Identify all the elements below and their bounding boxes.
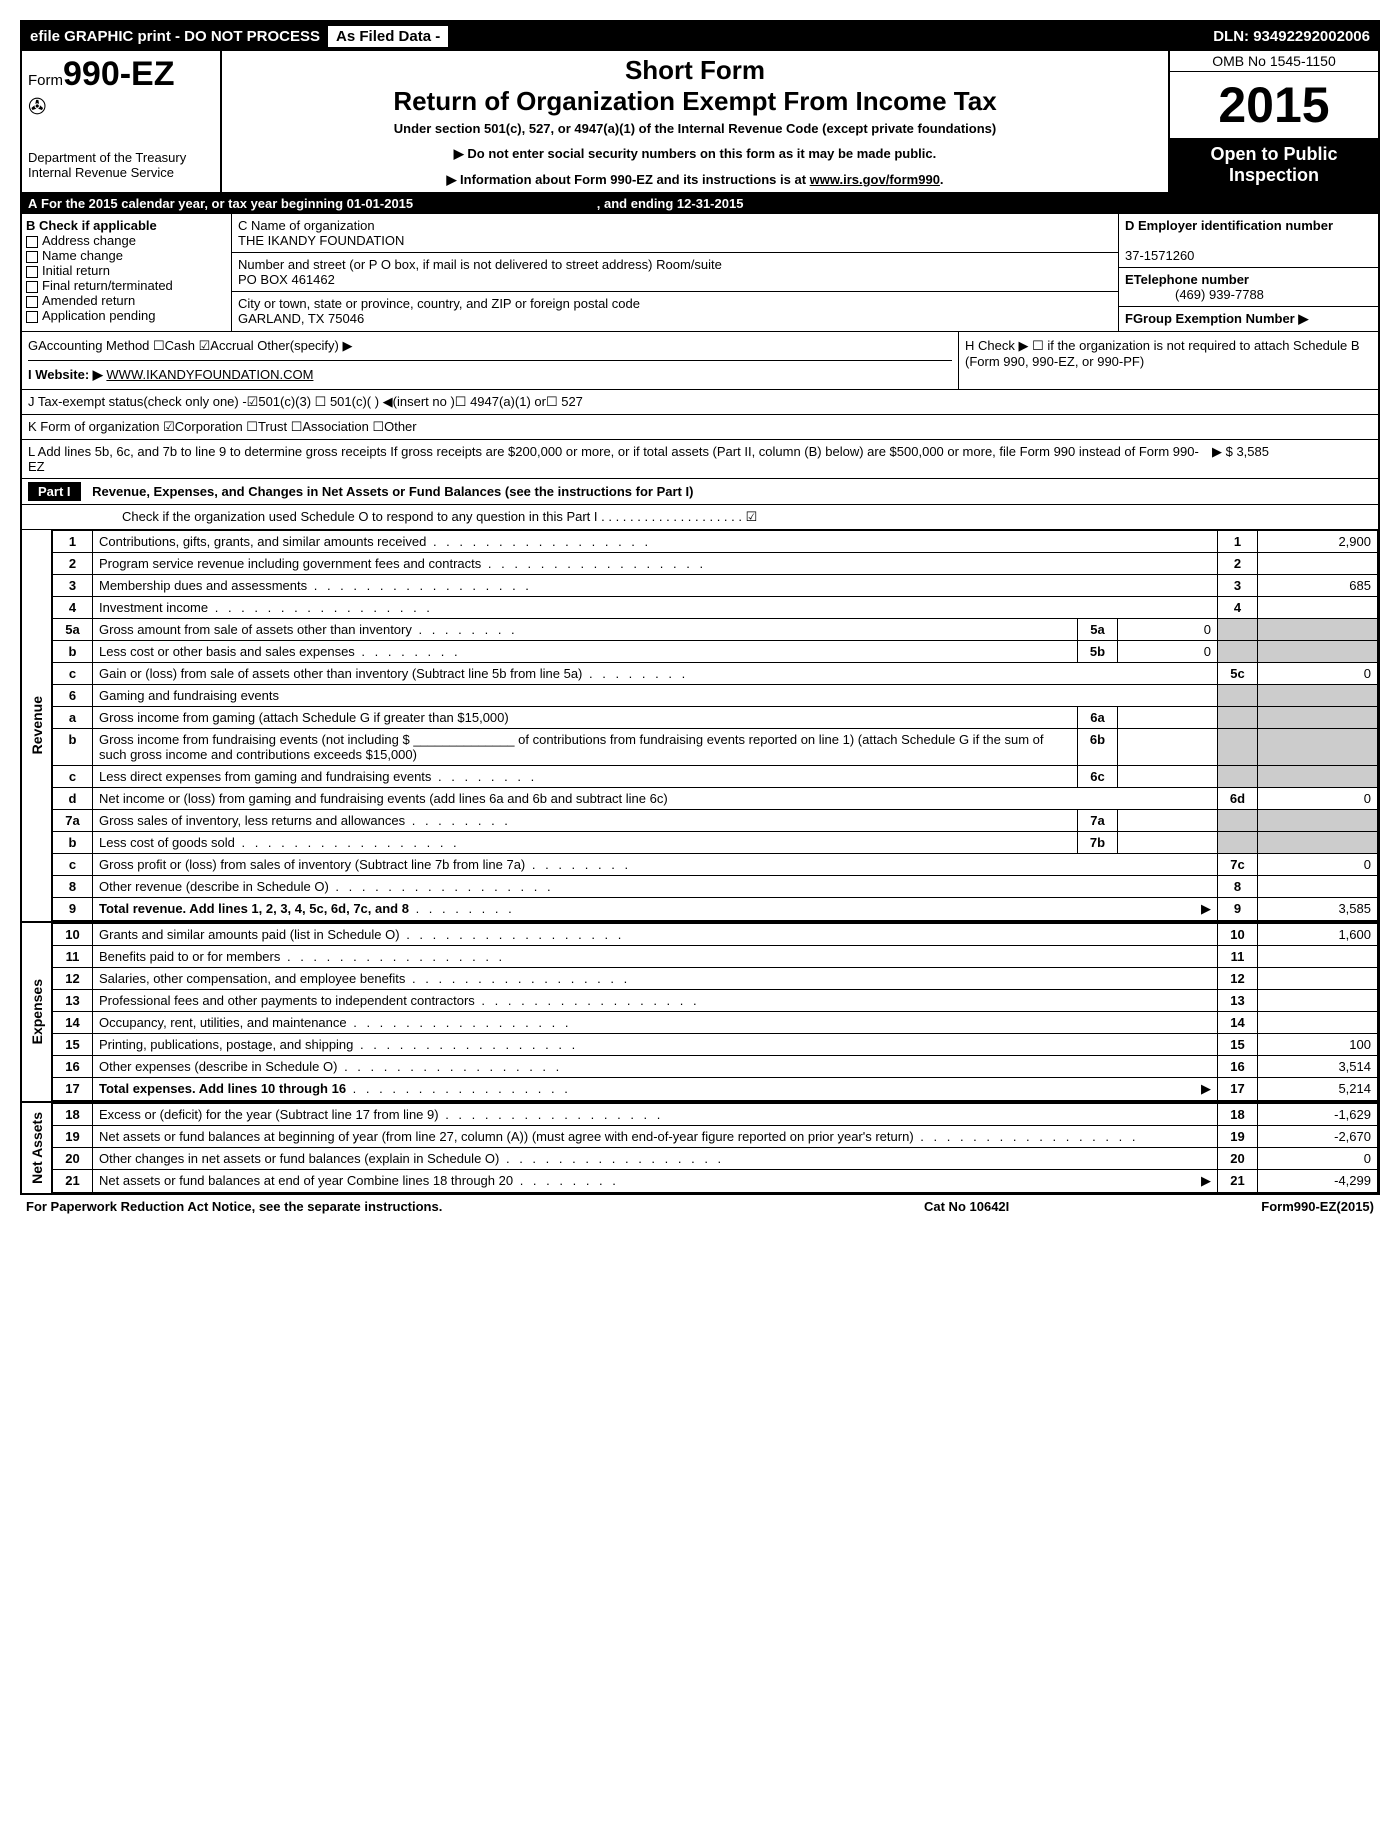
dln: DLN: 93492292002006	[1213, 28, 1370, 45]
phone: (469) 939-7788	[1175, 287, 1264, 302]
expenses-table: 10Grants and similar amounts paid (list …	[52, 923, 1378, 1101]
expenses-label: Expenses	[29, 979, 45, 1044]
row-l: L Add lines 5b, 6c, and 7b to line 9 to …	[22, 440, 1378, 479]
website-label: I Website: ▶	[28, 367, 103, 382]
chk-name[interactable]	[26, 251, 38, 263]
netassets-table: 18Excess or (deficit) for the year (Subt…	[52, 1103, 1378, 1193]
revenue-table: 1Contributions, gifts, grants, and simil…	[52, 530, 1378, 921]
row-k: K Form of organization ☑Corporation ☐Tru…	[22, 415, 1378, 440]
col-b: B Check if applicable Address change Nam…	[22, 214, 232, 331]
title-main: Return of Organization Exempt From Incom…	[226, 86, 1164, 117]
form-990ez: efile GRAPHIC print - DO NOT PROCESS As …	[20, 20, 1380, 1195]
revenue-label: Revenue	[29, 696, 45, 754]
b-item-4: Amended return	[42, 293, 135, 308]
e-label: ETelephone number	[1125, 272, 1249, 287]
title-short-form: Short Form	[226, 55, 1164, 86]
row-l-text: L Add lines 5b, 6c, and 7b to line 9 to …	[28, 444, 1212, 474]
chk-amended[interactable]	[26, 296, 38, 308]
chk-pending[interactable]	[26, 311, 38, 323]
row-a: A For the 2015 calendar year, or tax yea…	[22, 194, 1378, 214]
part1-label: Part I	[28, 482, 81, 501]
part1-header: Part I Revenue, Expenses, and Changes in…	[22, 479, 1378, 505]
form-number: 990-EZ	[63, 55, 175, 93]
note-ssn: ▶ Do not enter social security numbers o…	[226, 146, 1164, 162]
section-b-c-d-e-f: B Check if applicable Address change Nam…	[22, 214, 1378, 332]
b-item-0: Address change	[42, 233, 136, 248]
part1-check: Check if the organization used Schedule …	[22, 505, 1378, 530]
tax-year: 2015	[1170, 72, 1378, 138]
col-def: D Employer identification number 37-1571…	[1118, 214, 1378, 331]
footer-mid: Cat No 10642I	[924, 1199, 1174, 1214]
col-c: C Name of organization THE IKANDY FOUNDA…	[232, 214, 1118, 331]
irs-link[interactable]: www.irs.gov/form990	[810, 172, 940, 187]
b-item-3: Final return/terminated	[42, 278, 173, 293]
as-filed: As Filed Data -	[328, 26, 448, 47]
d-label: D Employer identification number	[1125, 218, 1333, 233]
chk-address[interactable]	[26, 236, 38, 248]
row-a-label: A	[28, 196, 37, 211]
row-l-val: ▶ $ 3,585	[1212, 444, 1372, 474]
subtitle: Under section 501(c), 527, or 4947(a)(1)…	[226, 121, 1164, 136]
open-public-2: Inspection	[1229, 165, 1319, 185]
website-val: WWW.IKANDYFOUNDATION.COM	[106, 367, 313, 382]
top-bar: efile GRAPHIC print - DO NOT PROCESS As …	[22, 22, 1378, 51]
row-g-h: GAccounting Method ☐Cash ☑Accrual Other(…	[22, 332, 1378, 390]
note-info: ▶ Information about Form 990-EZ and its …	[446, 172, 809, 187]
chk-final[interactable]	[26, 281, 38, 293]
accounting-method: GAccounting Method ☐Cash ☑Accrual Other(…	[28, 338, 952, 361]
netassets-section: Net Assets 18Excess or (deficit) for the…	[22, 1101, 1378, 1193]
b-item-1: Name change	[42, 248, 123, 263]
row-a-ending: , and ending 12-31-2015	[597, 196, 744, 211]
irs-label: Internal Revenue Service	[28, 165, 214, 180]
efile-notice: efile GRAPHIC print - DO NOT PROCESS	[30, 28, 320, 45]
row-h: H Check ▶ ☐ if the organization is not r…	[958, 332, 1378, 389]
street-label: Number and street (or P O box, if mail i…	[238, 257, 722, 272]
footer-right: Form990-EZ(2015)	[1174, 1199, 1374, 1214]
revenue-section: Revenue 1Contributions, gifts, grants, a…	[22, 530, 1378, 921]
part1-title: Revenue, Expenses, and Changes in Net As…	[92, 484, 693, 499]
ein: 37-1571260	[1125, 248, 1194, 263]
row-j: J Tax-exempt status(check only one) -☑50…	[22, 390, 1378, 415]
header-left: Form990-EZ ✇ Department of the Treasury …	[22, 51, 222, 192]
open-public-1: Open to Public	[1210, 144, 1337, 164]
omb-number: OMB No 1545-1150	[1170, 51, 1378, 72]
b-item-5: Application pending	[42, 308, 155, 323]
footer-left: For Paperwork Reduction Act Notice, see …	[26, 1199, 924, 1214]
org-name: THE IKANDY FOUNDATION	[238, 233, 404, 248]
netassets-label: Net Assets	[29, 1112, 45, 1184]
header: Form990-EZ ✇ Department of the Treasury …	[22, 51, 1378, 194]
header-right: OMB No 1545-1150 2015 Open to Public Ins…	[1168, 51, 1378, 192]
city-val: GARLAND, TX 75046	[238, 311, 364, 326]
chk-initial[interactable]	[26, 266, 38, 278]
f-label: FGroup Exemption Number ▶	[1125, 311, 1308, 326]
b-item-2: Initial return	[42, 263, 110, 278]
dept-label: Department of the Treasury	[28, 150, 214, 165]
c-label: C Name of organization	[238, 218, 375, 233]
b-label: B Check if applicable	[26, 218, 157, 233]
expenses-section: Expenses 10Grants and similar amounts pa…	[22, 921, 1378, 1101]
header-center: Short Form Return of Organization Exempt…	[222, 51, 1168, 192]
form-prefix: Form	[28, 72, 63, 89]
city-label: City or town, state or province, country…	[238, 296, 640, 311]
footer: For Paperwork Reduction Act Notice, see …	[20, 1195, 1380, 1218]
street-val: PO BOX 461462	[238, 272, 335, 287]
row-a-text: For the 2015 calendar year, or tax year …	[41, 196, 413, 211]
